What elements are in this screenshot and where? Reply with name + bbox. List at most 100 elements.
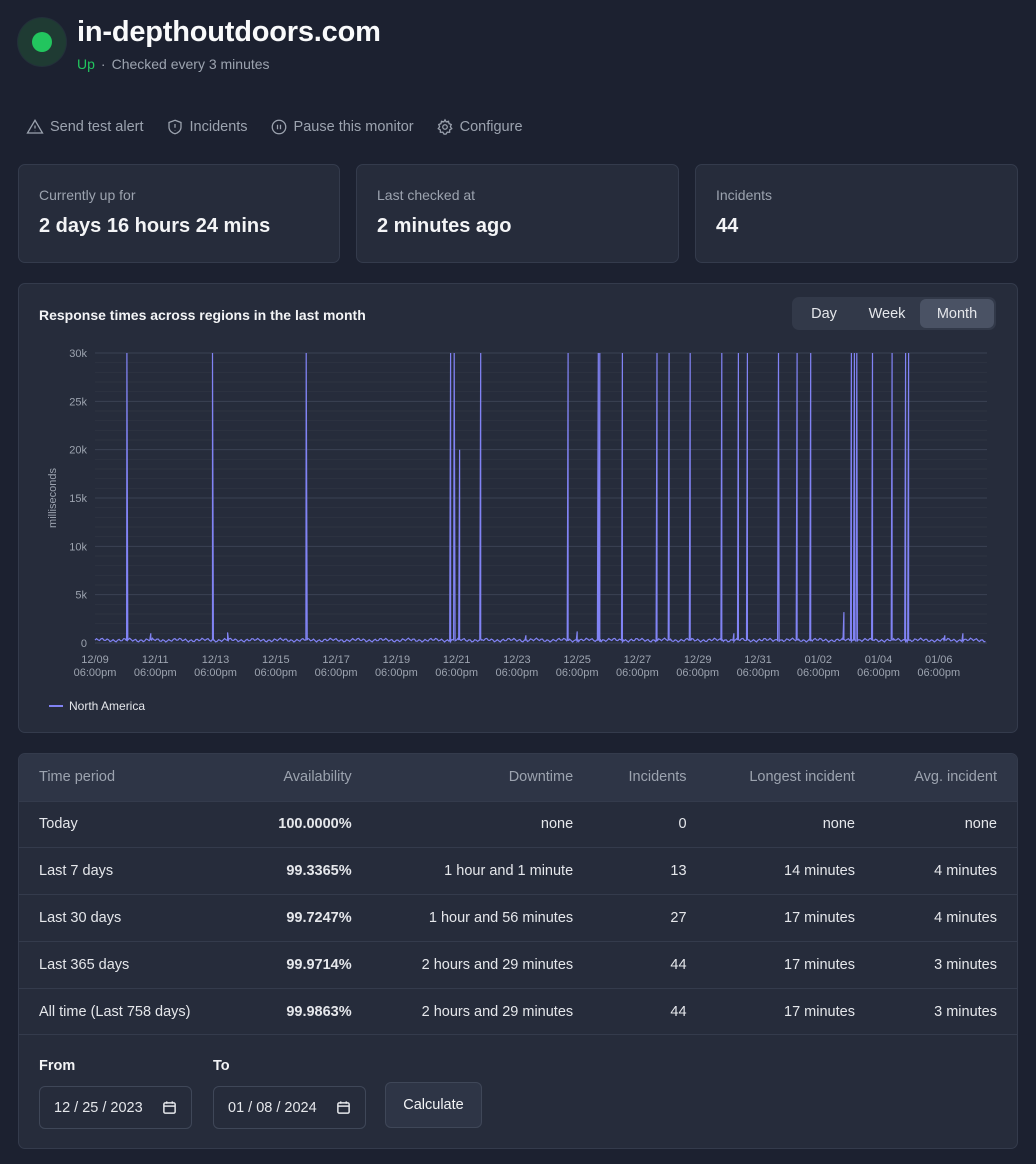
cell-period: Today — [39, 816, 78, 833]
cell-incidents: 44 — [670, 1003, 687, 1020]
incidents-button[interactable]: Incidents — [166, 118, 248, 136]
cell-downtime: 1 hour and 1 minute — [444, 863, 574, 880]
x-tick-label: 01/06 — [925, 654, 953, 666]
x-tick-label: 12/27 — [624, 654, 652, 666]
cell-downtime: 2 hours and 29 minutes — [421, 1003, 574, 1020]
cell-downtime: none — [540, 816, 574, 833]
x-tick-label: 06:00pm — [74, 667, 117, 679]
col-avg-incident: Avg. incident — [914, 769, 997, 786]
calendar-icon[interactable] — [162, 1100, 177, 1115]
cell-average: 3 minutes — [934, 1003, 997, 1020]
col-longest-incident: Longest incident — [749, 769, 855, 786]
x-tick-label: 01/04 — [865, 654, 893, 666]
x-tick-label: 12/31 — [744, 654, 772, 666]
y-tick-label: 30k — [69, 348, 87, 360]
x-tick-label: 06:00pm — [917, 667, 960, 679]
range-week-button[interactable]: Week — [868, 305, 906, 322]
x-tick-label: 12/11 — [142, 654, 169, 666]
cell-period: Last 30 days — [39, 909, 122, 926]
x-tick-label: 12/15 — [262, 654, 290, 666]
stat-label: Incidents — [716, 187, 773, 203]
configure-button[interactable]: Configure — [436, 118, 523, 136]
incidents-card: Incidents 44 — [695, 164, 1018, 263]
chart-legend[interactable]: North America — [49, 699, 145, 713]
cell-average: 3 minutes — [934, 956, 997, 973]
legend-label: North America — [69, 699, 146, 713]
table-row: Last 7 days 99.3365% 1 hour and 1 minute… — [19, 847, 1017, 895]
stat-label: Last checked at — [377, 187, 476, 203]
send-test-alert-button[interactable]: Send test alert — [26, 118, 144, 136]
stat-value: 2 days 16 hours 24 mins — [39, 215, 271, 237]
y-tick-label: 10k — [69, 541, 87, 553]
warning-triangle-icon — [26, 118, 44, 134]
range-month-button[interactable]: Month — [920, 299, 994, 328]
x-tick-label: 06:00pm — [737, 667, 780, 679]
x-tick-label: 12/09 — [81, 654, 109, 666]
cell-period: Last 365 days — [39, 956, 130, 973]
send-test-alert-label: Send test alert — [50, 119, 144, 135]
availability-table-panel: Time period Availability Downtime Incide… — [18, 753, 1018, 1149]
pause-monitor-button[interactable]: Pause this monitor — [270, 118, 414, 136]
y-axis-label: milliseconds — [47, 468, 59, 528]
table-header-row: Time period Availability Downtime Incide… — [19, 754, 1017, 801]
x-tick-label: 12/19 — [383, 654, 411, 666]
to-date-input[interactable]: 01 / 08 / 2024 — [213, 1086, 366, 1129]
x-tick-label: 06:00pm — [315, 667, 358, 679]
x-tick-label: 06:00pm — [616, 667, 659, 679]
y-tick-label: 15k — [69, 493, 87, 505]
cell-average: 4 minutes — [934, 909, 997, 926]
x-tick-label: 06:00pm — [857, 667, 900, 679]
table-row: Today 100.0000% none 0 none none — [19, 801, 1017, 848]
y-tick-label: 5k — [75, 590, 87, 602]
range-toggle: Day Week Month — [792, 297, 996, 330]
check-interval: Checked every 3 minutes — [111, 56, 270, 72]
y-tick-label: 20k — [69, 445, 87, 457]
cell-average: none — [964, 816, 997, 833]
calculate-button[interactable]: Calculate — [385, 1082, 482, 1128]
cell-incidents: 44 — [670, 956, 687, 973]
cell-availability: 99.3365% — [286, 863, 352, 880]
separator: · — [100, 56, 106, 72]
cell-availability: 99.9863% — [286, 1003, 352, 1020]
cell-longest: none — [822, 816, 855, 833]
x-tick-label: 06:00pm — [375, 667, 418, 679]
x-tick-label: 06:00pm — [797, 667, 840, 679]
range-day-button[interactable]: Day — [811, 305, 837, 322]
x-tick-label: 12/13 — [202, 654, 230, 666]
x-tick-label: 12/17 — [322, 654, 350, 666]
cell-average: 4 minutes — [934, 863, 997, 880]
cell-incidents: 13 — [670, 863, 687, 880]
calendar-icon[interactable] — [336, 1100, 351, 1115]
cell-downtime: 1 hour and 56 minutes — [428, 909, 574, 926]
cell-longest: 17 minutes — [784, 1003, 855, 1020]
from-date-value: 12 / 25 / 2023 — [54, 1099, 143, 1116]
x-tick-label: 06:00pm — [134, 667, 177, 679]
cell-incidents: 0 — [678, 816, 687, 833]
stat-value: 44 — [716, 215, 739, 237]
x-tick-label: 06:00pm — [194, 667, 237, 679]
x-tick-label: 12/23 — [503, 654, 531, 666]
from-date-input[interactable]: 12 / 25 / 2023 — [39, 1086, 192, 1129]
configure-label: Configure — [459, 119, 523, 135]
to-label: To — [213, 1058, 230, 1074]
col-availability: Availability — [283, 769, 352, 786]
cell-longest: 14 minutes — [784, 863, 855, 880]
last-checked-card: Last checked at 2 minutes ago — [356, 164, 679, 263]
to-date-value: 01 / 08 / 2024 — [228, 1099, 317, 1116]
stat-label: Currently up for — [39, 187, 136, 203]
legend-swatch — [49, 705, 63, 707]
cell-period: All time (Last 758 days) — [39, 1003, 191, 1020]
col-time-period: Time period — [39, 769, 116, 786]
cell-period: Last 7 days — [39, 863, 114, 880]
response-time-chart: 05k10k15k20k25k30kmilliseconds12/0906:00… — [47, 348, 987, 679]
table-row: All time (Last 758 days) 99.9863% 2 hour… — [19, 988, 1017, 1035]
x-tick-label: 01/02 — [804, 654, 832, 666]
x-tick-label: 12/21 — [443, 654, 471, 666]
col-incidents: Incidents — [628, 769, 687, 786]
x-tick-label: 06:00pm — [556, 667, 599, 679]
x-tick-label: 06:00pm — [495, 667, 538, 679]
status-dot-icon — [32, 32, 52, 52]
cell-incidents: 27 — [670, 909, 687, 926]
table-row: Last 30 days 99.7247% 1 hour and 56 minu… — [19, 894, 1017, 942]
shield-icon — [167, 119, 182, 135]
